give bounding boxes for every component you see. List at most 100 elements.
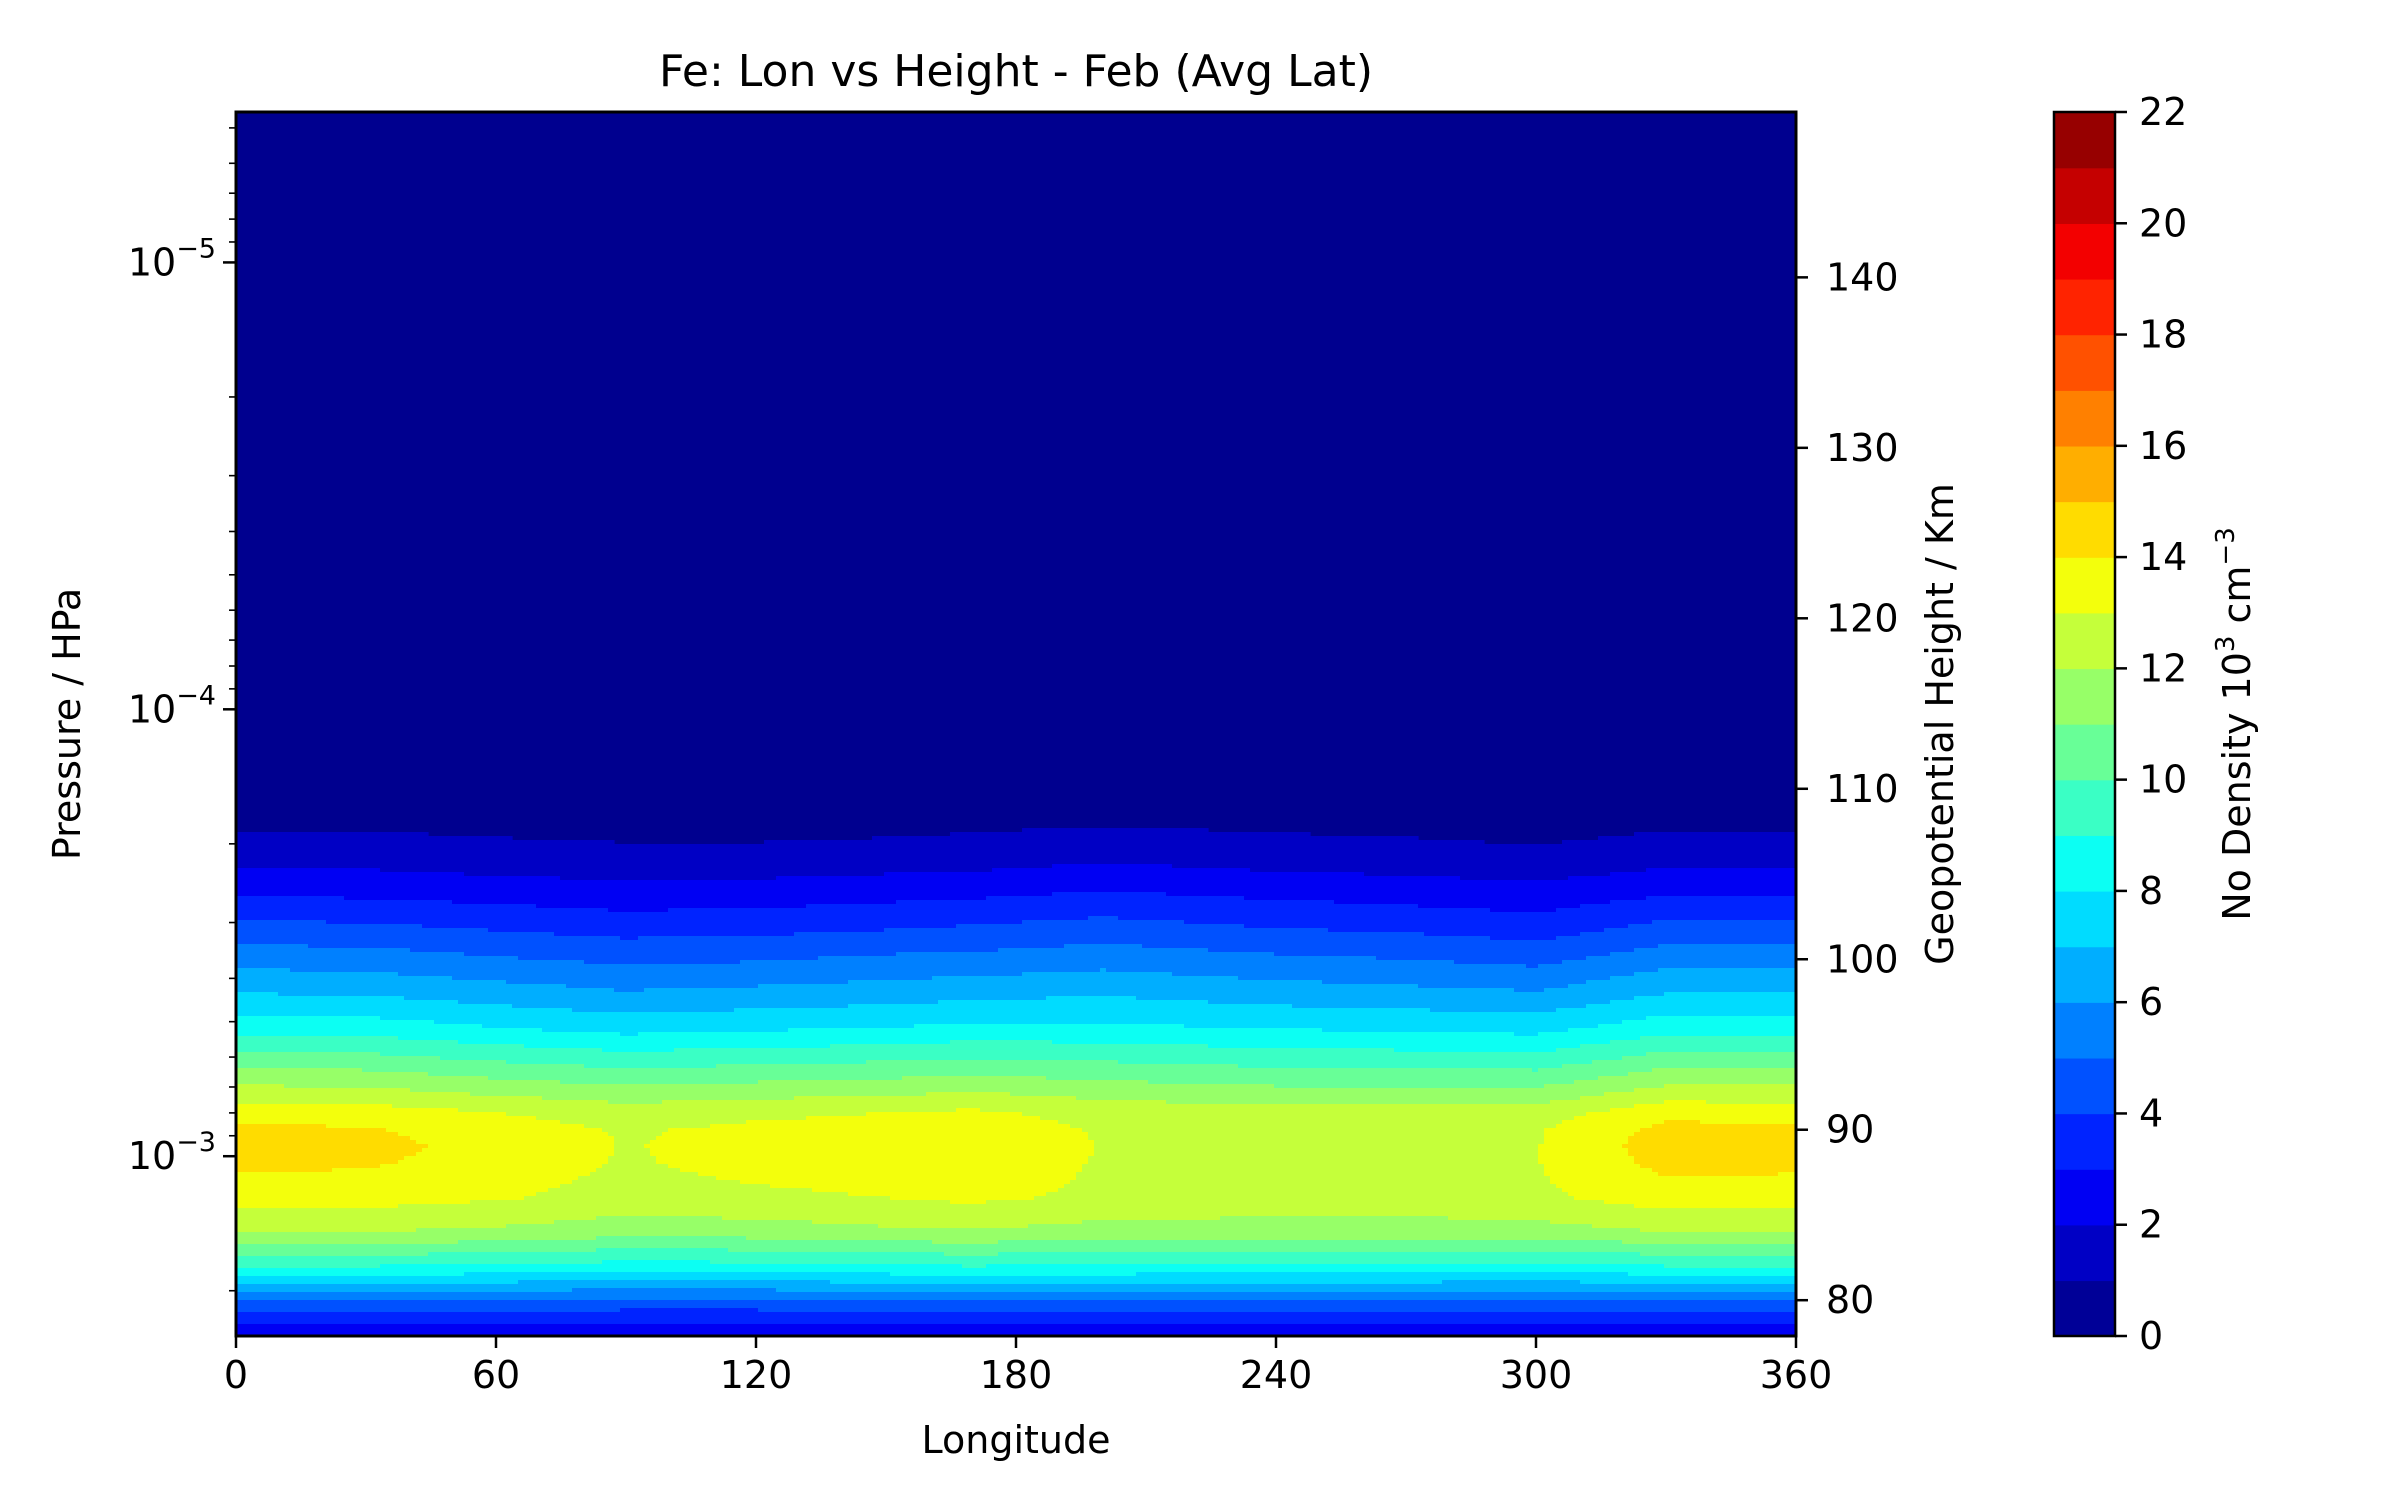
contour-cell <box>236 932 555 937</box>
contour-cell <box>938 1000 1209 1005</box>
contour-cell <box>1118 916 1796 921</box>
contour-cell <box>1652 1168 1796 1173</box>
contour-cell <box>1100 968 1107 973</box>
contour-cell <box>236 1332 1796 1336</box>
contour-cell <box>614 1148 651 1153</box>
colorbar-tick-label: 18 <box>2139 313 2187 357</box>
contour-cell <box>1610 1000 1796 1005</box>
contour-cell <box>542 1096 795 1101</box>
contour-cell <box>236 1192 537 1197</box>
pressure-tick-base: 10 <box>128 240 176 284</box>
colorbar-swatches <box>2054 112 2115 1337</box>
contour-cell <box>1052 1040 1611 1045</box>
contour-cell <box>1544 1128 1641 1133</box>
x-axis: 0 60 120 180 240 300 360 <box>224 1336 1832 1397</box>
contour-cell <box>236 984 567 989</box>
contour-cell <box>1580 932 1796 937</box>
contour-cell <box>1622 1144 1796 1149</box>
contour-cell <box>1544 1140 1629 1145</box>
contour-cell <box>986 896 1245 901</box>
contour-cell <box>1166 892 1796 897</box>
contour-cell <box>650 1140 1095 1145</box>
contour-cell <box>830 1044 1209 1049</box>
contour-cell <box>584 960 741 965</box>
contour-cell <box>1634 1088 1796 1093</box>
contour-cell <box>1634 972 1796 977</box>
contour-cell <box>668 1128 1083 1133</box>
contour-cell <box>380 1164 603 1169</box>
contour-cell <box>236 1216 597 1221</box>
contour-cell <box>1664 1084 1796 1089</box>
height-tick-label: 120 <box>1826 596 1899 640</box>
colorbar-swatch <box>2054 890 2115 948</box>
contour-cell <box>896 900 1335 905</box>
colorbar-swatch <box>2054 1224 2115 1282</box>
contour-cell <box>1082 1220 1551 1225</box>
contour-cell <box>740 1180 1071 1185</box>
contour-cell <box>506 1224 879 1229</box>
contour-cell <box>1586 956 1796 961</box>
contour-cell <box>236 1044 525 1049</box>
contour-cell <box>794 1096 1077 1101</box>
contour-cell <box>1088 1132 1545 1137</box>
contour-cell <box>236 1276 1796 1281</box>
contour-cell <box>740 960 1455 965</box>
contour-cell <box>1568 876 1796 881</box>
contour-cell <box>1664 1120 1701 1125</box>
contour-cell <box>1652 920 1796 925</box>
contour-cell <box>1640 1164 1796 1169</box>
contour-cell <box>1610 952 1796 957</box>
colorbar-swatch <box>2054 724 2115 781</box>
contour-cell <box>1538 1160 1635 1165</box>
contour-cell <box>770 1184 1065 1189</box>
contour-cell <box>236 964 1527 969</box>
x-tick-label: 180 <box>980 1353 1053 1397</box>
contour-cell <box>236 1168 333 1173</box>
contour-cell <box>1532 1068 1539 1073</box>
contour-cell <box>236 1052 381 1057</box>
contour-cell <box>236 1028 543 1033</box>
contour-cell <box>992 868 1251 873</box>
contour-cell <box>1046 1076 1599 1081</box>
contour-cell <box>1628 1072 1796 1077</box>
contour-cell <box>536 1192 849 1197</box>
contour-cell <box>236 1164 381 1169</box>
contour-cell <box>884 928 1329 933</box>
contour-cell <box>572 1180 741 1185</box>
contour-cell <box>878 1224 1029 1229</box>
contour-cell <box>518 956 819 961</box>
contour-cell <box>758 1308 1796 1313</box>
contour-cell <box>1040 1116 1575 1121</box>
contour-cell <box>398 1036 1641 1041</box>
x-tick-label: 300 <box>1500 1353 1573 1397</box>
contour-cell <box>1418 904 1581 909</box>
contour-cell <box>1544 1136 1629 1141</box>
contour-cell <box>1166 1100 1551 1105</box>
contour-cell <box>506 980 849 985</box>
contour-cell <box>1610 1040 1796 1045</box>
contour-cell <box>1634 1160 1796 1165</box>
contour-cell <box>818 956 1377 961</box>
contour-cell <box>698 1172 1077 1177</box>
contour-cell <box>1088 916 1119 921</box>
contour-cell <box>236 1284 1796 1289</box>
contour-cell <box>488 928 885 933</box>
contour-cell <box>236 1280 519 1285</box>
contour-cell <box>812 1188 1059 1193</box>
contour-cell <box>674 1048 1395 1053</box>
contour-cell <box>1562 960 1796 965</box>
contour-cell <box>236 1288 573 1293</box>
contour-cell <box>236 936 621 941</box>
contour-cell <box>236 996 405 1001</box>
colorbar-label-space <box>2215 623 2259 635</box>
contour-cell <box>638 1032 1515 1037</box>
contour-cell <box>566 984 759 989</box>
contour-cell <box>620 1032 639 1037</box>
contour-cell <box>1556 1124 1653 1129</box>
contour-cell <box>1418 984 1569 989</box>
contour-cell <box>1658 944 1796 949</box>
height-tick-label: 140 <box>1826 255 1899 299</box>
contour-cell <box>236 1256 1796 1261</box>
contour-cell <box>236 1072 429 1077</box>
contour-cell <box>236 1180 573 1185</box>
